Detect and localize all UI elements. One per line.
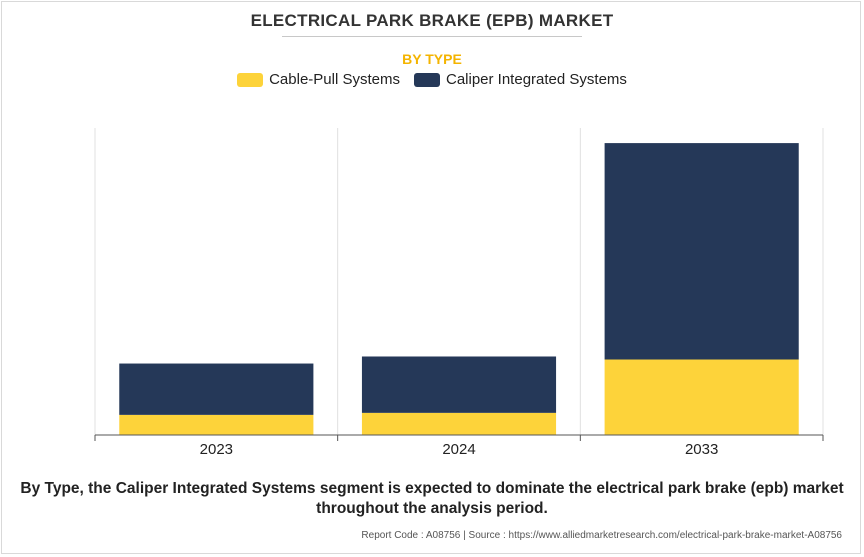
legend: Cable-Pull Systems Caliper Integrated Sy… xyxy=(0,71,864,88)
bar-cable-pull-2024 xyxy=(361,412,557,435)
bar-caliper-integrated-2023 xyxy=(119,363,314,415)
bar-caliper-integrated-2033 xyxy=(604,143,799,360)
chart-subtitle: BY TYPE xyxy=(402,51,462,67)
legend-item-cable-pull: Cable-Pull Systems xyxy=(237,71,400,88)
legend-label-cable-pull: Cable-Pull Systems xyxy=(269,71,400,88)
source-footer: Report Code : A08756 | Source : https://… xyxy=(361,530,842,541)
bar-cable-pull-2033 xyxy=(604,359,799,435)
title-divider xyxy=(282,36,582,37)
x-tick-label-2023: 2023 xyxy=(200,441,233,458)
x-tick-label-2033: 2033 xyxy=(685,441,718,458)
x-tick-label-2024: 2024 xyxy=(442,441,475,458)
bar-caliper-integrated-2024 xyxy=(361,356,557,413)
legend-swatch-cable-pull xyxy=(237,72,264,87)
legend-swatch-caliper-integrated xyxy=(413,72,440,87)
chart-title: ELECTRICAL PARK BRAKE (EPB) MARKET xyxy=(250,11,614,30)
legend-label-caliper-integrated: Caliper Integrated Systems xyxy=(445,71,627,88)
bar-cable-pull-2023 xyxy=(119,414,314,435)
legend-item-caliper-integrated: Caliper Integrated Systems xyxy=(413,71,627,88)
chart-caption: By Type, the Caliper Integrated Systems … xyxy=(20,480,844,517)
